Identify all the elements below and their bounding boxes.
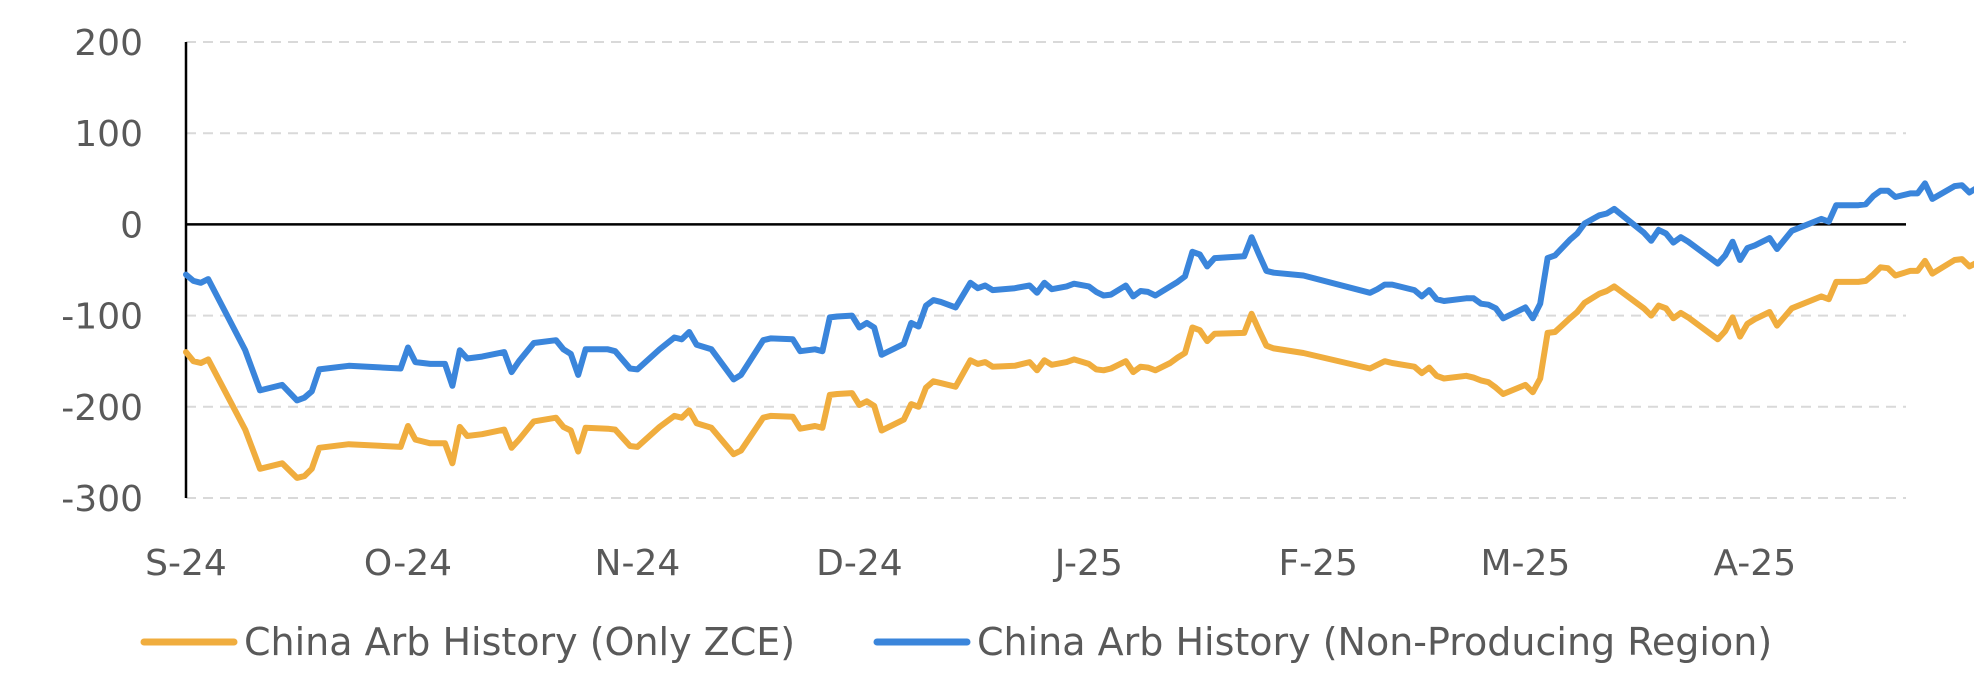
series-line-1 <box>183 180 1974 404</box>
legend-label-0: China Arb History (Only ZCE) <box>244 620 795 664</box>
axes <box>184 42 1906 498</box>
y-tick-label: 0 <box>120 205 143 246</box>
y-tick-label: 100 <box>74 114 143 155</box>
gridlines <box>186 41 1906 499</box>
series-line-0 <box>183 256 1974 481</box>
y-tick-labels: 200 100 0 -100 -200 -300 <box>61 23 143 520</box>
x-tick-label: O-24 <box>364 543 452 584</box>
x-tick-label: D-24 <box>816 543 903 584</box>
x-tick-label: S-24 <box>145 543 227 584</box>
x-tick-label: A-25 <box>1713 543 1796 584</box>
x-tick-label: M-25 <box>1480 543 1570 584</box>
x-tick-label: F-25 <box>1278 543 1358 584</box>
y-tick-label: -100 <box>61 297 143 338</box>
x-tick-label: J-25 <box>1053 543 1123 584</box>
legend-label-1: China Arb History (Non-Producing Region) <box>977 620 1772 664</box>
y-tick-label: -200 <box>61 388 143 429</box>
x-tick-label: N-24 <box>595 543 681 584</box>
x-tick-labels: S-24 O-24 N-24 D-24 J-25 F-25 M-25 A-25 <box>145 543 1796 584</box>
legend: China Arb History (Only ZCE) China Arb Hi… <box>140 620 1772 664</box>
series-lines <box>183 180 1974 481</box>
y-tick-label: -300 <box>61 479 143 520</box>
y-tick-label: 200 <box>74 23 143 64</box>
